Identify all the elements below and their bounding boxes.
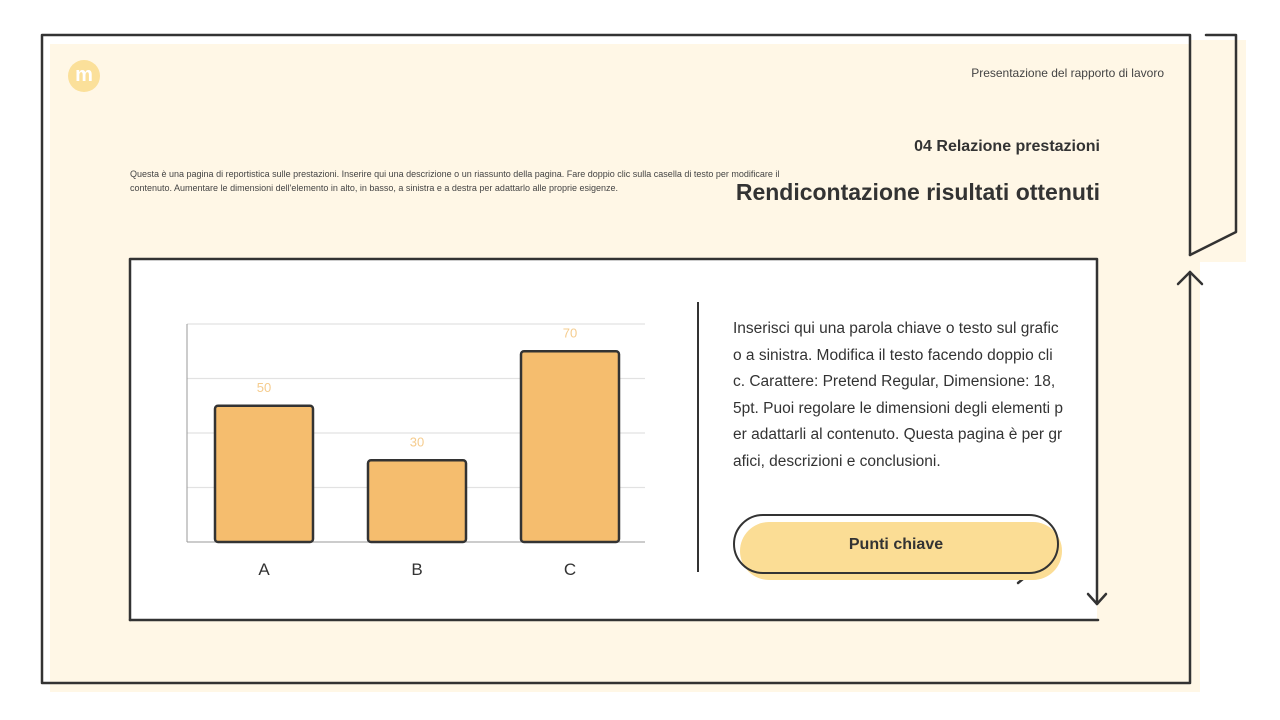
divider (697, 302, 699, 572)
bar-a (213, 404, 315, 544)
data-label: 50 (257, 380, 271, 395)
page-title: Rendicontazione risultati ottenuti (735, 179, 1100, 205)
x-tick-label: A (258, 560, 270, 579)
outer-frame (40, 33, 1192, 685)
bar-chart: 50 A 30 B 70 C (186, 323, 645, 579)
button-highlight (740, 522, 1062, 580)
key-points-button[interactable]: Punti chiave (733, 514, 1059, 574)
chart-description: Inserisci qui una parola chiave o testo … (733, 320, 1064, 470)
logo: m (68, 60, 100, 92)
bar-b (366, 459, 468, 544)
x-tick-label: B (411, 560, 422, 579)
bar-c (519, 350, 621, 544)
fold-outline (1188, 33, 1238, 257)
section-heading: 04 Relazione prestazioni (914, 138, 1100, 155)
x-tick-label: C (564, 560, 576, 579)
card-outline (128, 257, 1099, 622)
page-description: Questa è una pagina di reportistica sull… (130, 169, 780, 193)
arrow-down-icon (1086, 592, 1108, 606)
arrow-up-icon (1176, 270, 1204, 286)
data-label: 30 (410, 434, 424, 449)
data-label: 70 (563, 325, 577, 340)
document-title: Presentazione del rapporto di lavoro (971, 66, 1164, 80)
